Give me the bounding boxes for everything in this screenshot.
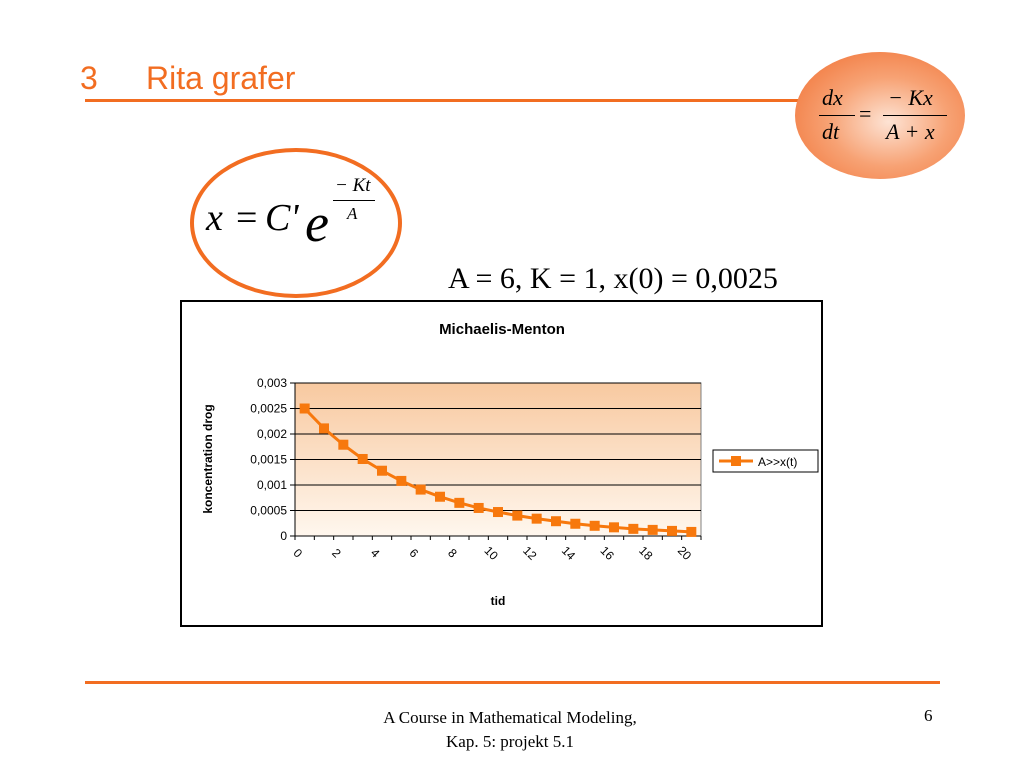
series-line [299, 403, 697, 537]
solution-equals: = [236, 197, 258, 239]
x-axis-label: tid [491, 594, 506, 608]
solution-constant: C' [265, 197, 299, 239]
y-tick-label: 0,0005 [250, 504, 287, 518]
ode-rhs-denominator: A + x [886, 119, 935, 144]
x-tick-label: 14 [559, 543, 579, 563]
ode-rhs-numerator: − Kx [888, 85, 933, 110]
x-tick-label: 20 [675, 543, 695, 563]
y-tick-label: 0 [280, 529, 287, 543]
x-tick-label: 10 [481, 543, 501, 563]
ode-lhs-numerator: dx [822, 85, 843, 110]
x-tick-label: 16 [597, 543, 617, 563]
data-point-marker [667, 525, 677, 536]
gridlines [295, 382, 701, 511]
chart-frame: Michaelis-Menton 0 0,0005 0,001 0,0015 0,002… [180, 300, 823, 627]
x-tick-label: 0 [291, 546, 306, 561]
data-point-marker [686, 526, 697, 537]
data-point-marker [570, 518, 581, 529]
page-number: 6 [924, 706, 933, 725]
x-tick-label: 12 [520, 543, 540, 563]
data-point-marker [357, 453, 368, 464]
legend: A>>x(t) [712, 449, 819, 473]
data-point-marker [531, 513, 542, 524]
ode-lhs-fraction-bar [819, 115, 855, 116]
data-point-marker [551, 516, 561, 527]
y-axis: 0 0,0005 0,001 0,0015 0,002 0,0025 0,003 [250, 376, 296, 543]
ode-equals: = [859, 101, 872, 126]
x-tick-label: 4 [368, 546, 383, 561]
solution-lhs: x [206, 197, 223, 239]
data-point-marker [377, 465, 387, 476]
chart-title: Michaelis-Menton [439, 321, 565, 338]
ode-lhs-denominator: dt [822, 119, 840, 144]
data-point-marker [454, 497, 465, 508]
footer-course-reference: A Course in Mathematical Modeling, Kap. … [330, 706, 690, 754]
data-point-marker [512, 510, 523, 521]
data-point-marker [396, 475, 407, 486]
section-number: 3 [80, 60, 98, 96]
footer-line-1: A Course in Mathematical Modeling, [383, 708, 637, 727]
data-point-marker [415, 484, 426, 495]
y-tick-label: 0,003 [257, 376, 287, 390]
ode-equation: dx dt = − Kx A + x [795, 52, 965, 179]
data-point-marker [435, 491, 445, 502]
data-point-marker [589, 520, 600, 531]
data-point-marker [299, 403, 310, 414]
legend-swatch-marker [731, 456, 741, 466]
data-point-marker [609, 522, 619, 533]
y-axis-label: koncentration drog [201, 404, 215, 513]
solution-exponent-numerator: − Kt [335, 175, 371, 196]
data-point-marker [338, 439, 349, 450]
data-point-marker [473, 502, 484, 513]
solution-exponential-base: e [305, 193, 329, 253]
legend-box [712, 449, 819, 473]
data-point-marker [493, 507, 503, 518]
y-tick-label: 0,0015 [250, 453, 287, 467]
footer-divider [85, 681, 940, 684]
x-tick-label: 18 [636, 543, 656, 563]
slide-title: Rita grafer [146, 60, 296, 96]
data-point-marker [628, 523, 639, 534]
y-tick-label: 0,0025 [250, 402, 287, 416]
header-divider [85, 99, 885, 102]
solution-ring [190, 148, 402, 298]
data-point-marker [319, 423, 329, 434]
x-tick-label: 6 [407, 546, 422, 561]
solution-exponent-denominator: A [347, 204, 358, 223]
x-tick-label: 8 [445, 546, 460, 561]
x-tick-label: 2 [329, 546, 344, 561]
ode-rhs-fraction-bar [883, 115, 947, 116]
michaelis-menton-chart: Michaelis-Menton 0 0,0005 0,001 0,0015 0,002… [201, 321, 819, 608]
solution-exponent-fraction-bar [333, 200, 375, 201]
footer-line-2: Kap. 5: projekt 5.1 [446, 732, 574, 751]
x-axis: 0 2 4 6 8 10 12 14 16 18 20 [291, 535, 702, 563]
y-tick-label: 0,002 [257, 427, 287, 441]
y-tick-label: 0,001 [257, 478, 287, 492]
data-point-marker [647, 524, 658, 535]
parameter-values: A = 6, K = 1, x(0) = 0,0025 [448, 262, 778, 295]
legend-entry-label: A>>x(t) [758, 455, 797, 469]
